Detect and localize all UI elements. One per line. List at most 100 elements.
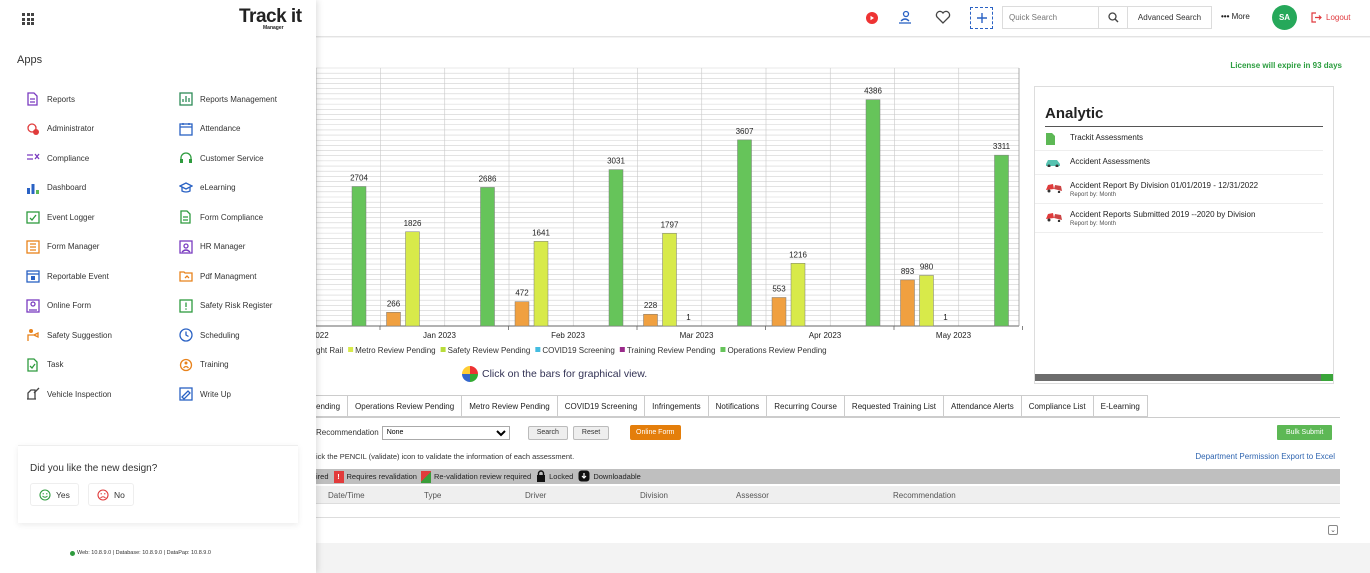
- app-event-logger[interactable]: Event Logger: [26, 209, 95, 225]
- app-administrator[interactable]: Administrator: [26, 121, 94, 137]
- advanced-search-button[interactable]: Advanced Search: [1137, 13, 1202, 22]
- app-label: Attendance: [200, 124, 241, 133]
- record-icon[interactable]: [866, 12, 878, 24]
- analytic-item[interactable]: Accident Assessments: [1035, 151, 1323, 175]
- app-safety-suggestion[interactable]: Safety Suggestion: [26, 327, 112, 343]
- add-icon[interactable]: [970, 7, 993, 29]
- col-assessor[interactable]: Assessor: [736, 491, 769, 500]
- bar-metro-review-pending[interactable]: [643, 313, 658, 327]
- bulk-submit-button[interactable]: Bulk Submit: [1277, 425, 1333, 440]
- col-driver[interactable]: Driver: [525, 491, 547, 500]
- tab-notifications[interactable]: Notifications: [708, 395, 768, 417]
- online-form-button[interactable]: Online Form: [630, 425, 681, 440]
- tab-compliance-list[interactable]: Compliance List: [1021, 395, 1094, 417]
- logout-button[interactable]: Logout: [1311, 12, 1350, 23]
- tab-requested-training-list[interactable]: Requested Training List: [844, 395, 944, 417]
- search-button-grid[interactable]: Search: [527, 425, 568, 440]
- col-datetime[interactable]: Date/Time: [328, 491, 365, 500]
- recommendation-select[interactable]: None: [381, 425, 510, 440]
- bar-operations-review-pending[interactable]: [994, 154, 1009, 327]
- tab-ending[interactable]: ending: [316, 395, 349, 417]
- review-bar-chart[interactable]: 266 472 228 553 893 1826 1641 1797 1216 980 1 1 2704…: [316, 38, 1026, 363]
- app-task[interactable]: Task: [26, 357, 63, 373]
- app-label: Training: [200, 360, 229, 369]
- heart-icon[interactable]: [935, 10, 951, 26]
- app-reports-management[interactable]: Reports Management: [179, 91, 277, 107]
- bar-safety-review-pending[interactable]: [790, 263, 806, 327]
- revalidation-review-icon: [420, 470, 431, 483]
- col-type[interactable]: Type: [424, 491, 442, 500]
- search-input[interactable]: [1003, 7, 1098, 28]
- tab-e-learning[interactable]: E-Learning: [1093, 395, 1148, 417]
- bar-operations-review-pending[interactable]: [480, 187, 495, 327]
- data-label: 266: [387, 299, 401, 308]
- app-reportable-event[interactable]: Reportable Event: [26, 268, 109, 284]
- analytic-scrollbar[interactable]: [1035, 374, 1333, 381]
- app-attendance[interactable]: Attendance: [179, 121, 240, 137]
- bar-metro-review-pending[interactable]: [771, 297, 787, 327]
- bar-operations-review-pending[interactable]: [865, 99, 881, 327]
- tab-infringements[interactable]: Infringements: [645, 395, 709, 417]
- compliance-icon: [26, 151, 40, 165]
- bar-operations-review-pending[interactable]: [737, 139, 752, 327]
- analytic-item-title: Accident Report By Division 01/01/2019 -…: [1070, 181, 1259, 190]
- more-menu[interactable]: ••• More: [1221, 12, 1250, 21]
- col-recommendation[interactable]: Recommendation: [893, 491, 956, 500]
- legend-label: ght Rail: [316, 346, 343, 355]
- app-online-form[interactable]: Online Form: [26, 298, 91, 314]
- feedback-no-button[interactable]: No: [88, 483, 134, 506]
- avatar[interactable]: SA: [1272, 5, 1297, 30]
- data-label: 472: [515, 289, 529, 298]
- bar-metro-review-pending[interactable]: [514, 301, 530, 327]
- chart-hint[interactable]: Click on the bars for graphical view.: [462, 366, 647, 382]
- tab-attendance-alerts[interactable]: Attendance Alerts: [943, 395, 1022, 417]
- app-hr-manager[interactable]: HR Manager: [179, 239, 245, 255]
- department-permission-link[interactable]: Department Permission Export to Excel: [1195, 452, 1335, 461]
- chevron-down-icon[interactable]: ⌄: [1328, 525, 1338, 535]
- bar-operations-review-pending[interactable]: [608, 169, 624, 327]
- app-scheduling[interactable]: Scheduling: [179, 327, 240, 343]
- app-vehicle-inspection[interactable]: Vehicle Inspection: [26, 386, 112, 402]
- app-reports[interactable]: Reports: [26, 91, 75, 107]
- bar-metro-review-pending[interactable]: [900, 279, 915, 327]
- bar-operations-review-pending[interactable]: [351, 186, 367, 327]
- app-label: Event Logger: [47, 212, 95, 222]
- bar-safety-review-pending[interactable]: [919, 275, 934, 327]
- app-safety-risk-register[interactable]: Safety Risk Register: [179, 298, 272, 314]
- quick-search: Advanced Search: [1002, 6, 1212, 29]
- feedback-yes-button[interactable]: Yes: [30, 483, 79, 506]
- tab-operations-review-pending[interactable]: Operations Review Pending: [348, 395, 463, 417]
- app-elearning[interactable]: eLearning: [179, 180, 236, 196]
- x-tick-label: May 2023: [936, 331, 972, 340]
- app-label: eLearning: [200, 183, 236, 192]
- tab-metro-review-pending[interactable]: Metro Review Pending: [462, 395, 558, 417]
- crash-icon: [1045, 181, 1063, 194]
- col-division[interactable]: Division: [640, 491, 669, 500]
- app-compliance[interactable]: Compliance: [26, 150, 89, 166]
- apps-grid-icon[interactable]: [22, 13, 34, 25]
- app-form-manager[interactable]: Form Manager: [26, 239, 99, 255]
- document-icon: [1045, 133, 1063, 145]
- tab-covid19-screening[interactable]: COVID19 Screening: [557, 395, 646, 417]
- app-pdf-managment[interactable]: Pdf Managment: [179, 268, 256, 284]
- app-write-up[interactable]: Write Up: [179, 386, 231, 402]
- app-dashboard[interactable]: Dashboard: [26, 180, 86, 196]
- bar-safety-review-pending[interactable]: [533, 241, 549, 327]
- tab-recurring-course[interactable]: Recurring Course: [767, 395, 845, 417]
- app-form-compliance[interactable]: Form Compliance: [179, 209, 263, 225]
- app-customer-service[interactable]: Customer Service: [179, 150, 264, 166]
- reset-button[interactable]: Reset: [572, 425, 610, 440]
- app-training[interactable]: Training: [179, 357, 229, 373]
- analytic-item[interactable]: Accident Report By Division 01/01/2019 -…: [1035, 175, 1323, 204]
- legend-item-revalidation: Requires revalidation: [346, 472, 417, 481]
- bar-safety-review-pending[interactable]: [405, 231, 420, 327]
- analytic-item[interactable]: Accident Reports Submitted 2019 --2020 b…: [1035, 204, 1323, 233]
- analytic-item[interactable]: Trackit Assessments: [1035, 127, 1323, 151]
- bar-safety-review-pending[interactable]: [662, 233, 677, 327]
- people-route-icon[interactable]: [897, 9, 913, 27]
- bar-metro-review-pending[interactable]: [386, 312, 401, 327]
- legend-label: Operations Review Pending: [727, 346, 826, 355]
- analytic-item-title: Accident Assessments: [1070, 157, 1151, 166]
- x-tick-label: Feb 2023: [551, 331, 585, 340]
- search-button[interactable]: [1098, 7, 1128, 28]
